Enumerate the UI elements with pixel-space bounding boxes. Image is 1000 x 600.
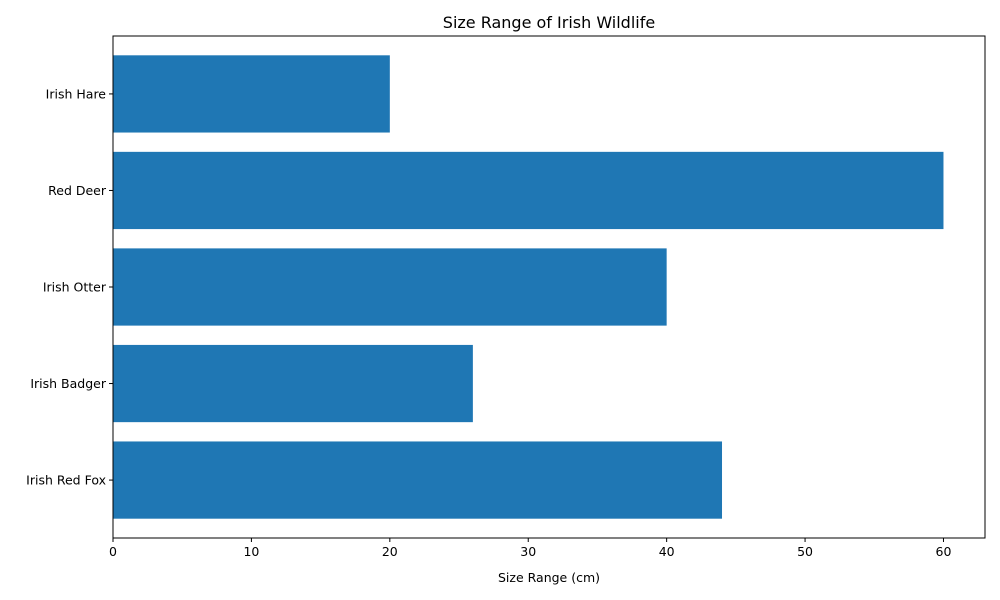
y-tick-label: Irish Badger	[30, 376, 107, 391]
bar-irish-hare	[113, 55, 390, 133]
bar-irish-red-fox	[113, 441, 723, 519]
x-tick-label: 10	[243, 544, 259, 559]
x-tick-label: 40	[659, 544, 675, 559]
x-tick-label: 60	[936, 544, 952, 559]
x-tick-label: 30	[520, 544, 536, 559]
x-tick-label: 20	[382, 544, 398, 559]
axes-layer: Irish Red Fox Irish Badger Irish Otter Red …	[26, 35, 986, 559]
y-tick-label: Red Deer	[48, 183, 107, 198]
x-tick-label: 0	[109, 544, 117, 559]
bar-irish-badger	[113, 344, 473, 423]
bar-irish-otter	[113, 248, 667, 326]
y-tick-label: Irish Otter	[43, 280, 107, 295]
y-tick-label: Irish Red Fox	[26, 473, 106, 488]
x-tick-label: 50	[797, 544, 813, 559]
bar-red-deer	[113, 151, 944, 230]
chart-title: Size Range of Irish Wildlife	[443, 13, 655, 32]
y-tick-label: Irish Hare	[46, 86, 107, 101]
bars-layer	[113, 55, 944, 519]
x-axis-label: Size Range (cm)	[498, 570, 600, 585]
